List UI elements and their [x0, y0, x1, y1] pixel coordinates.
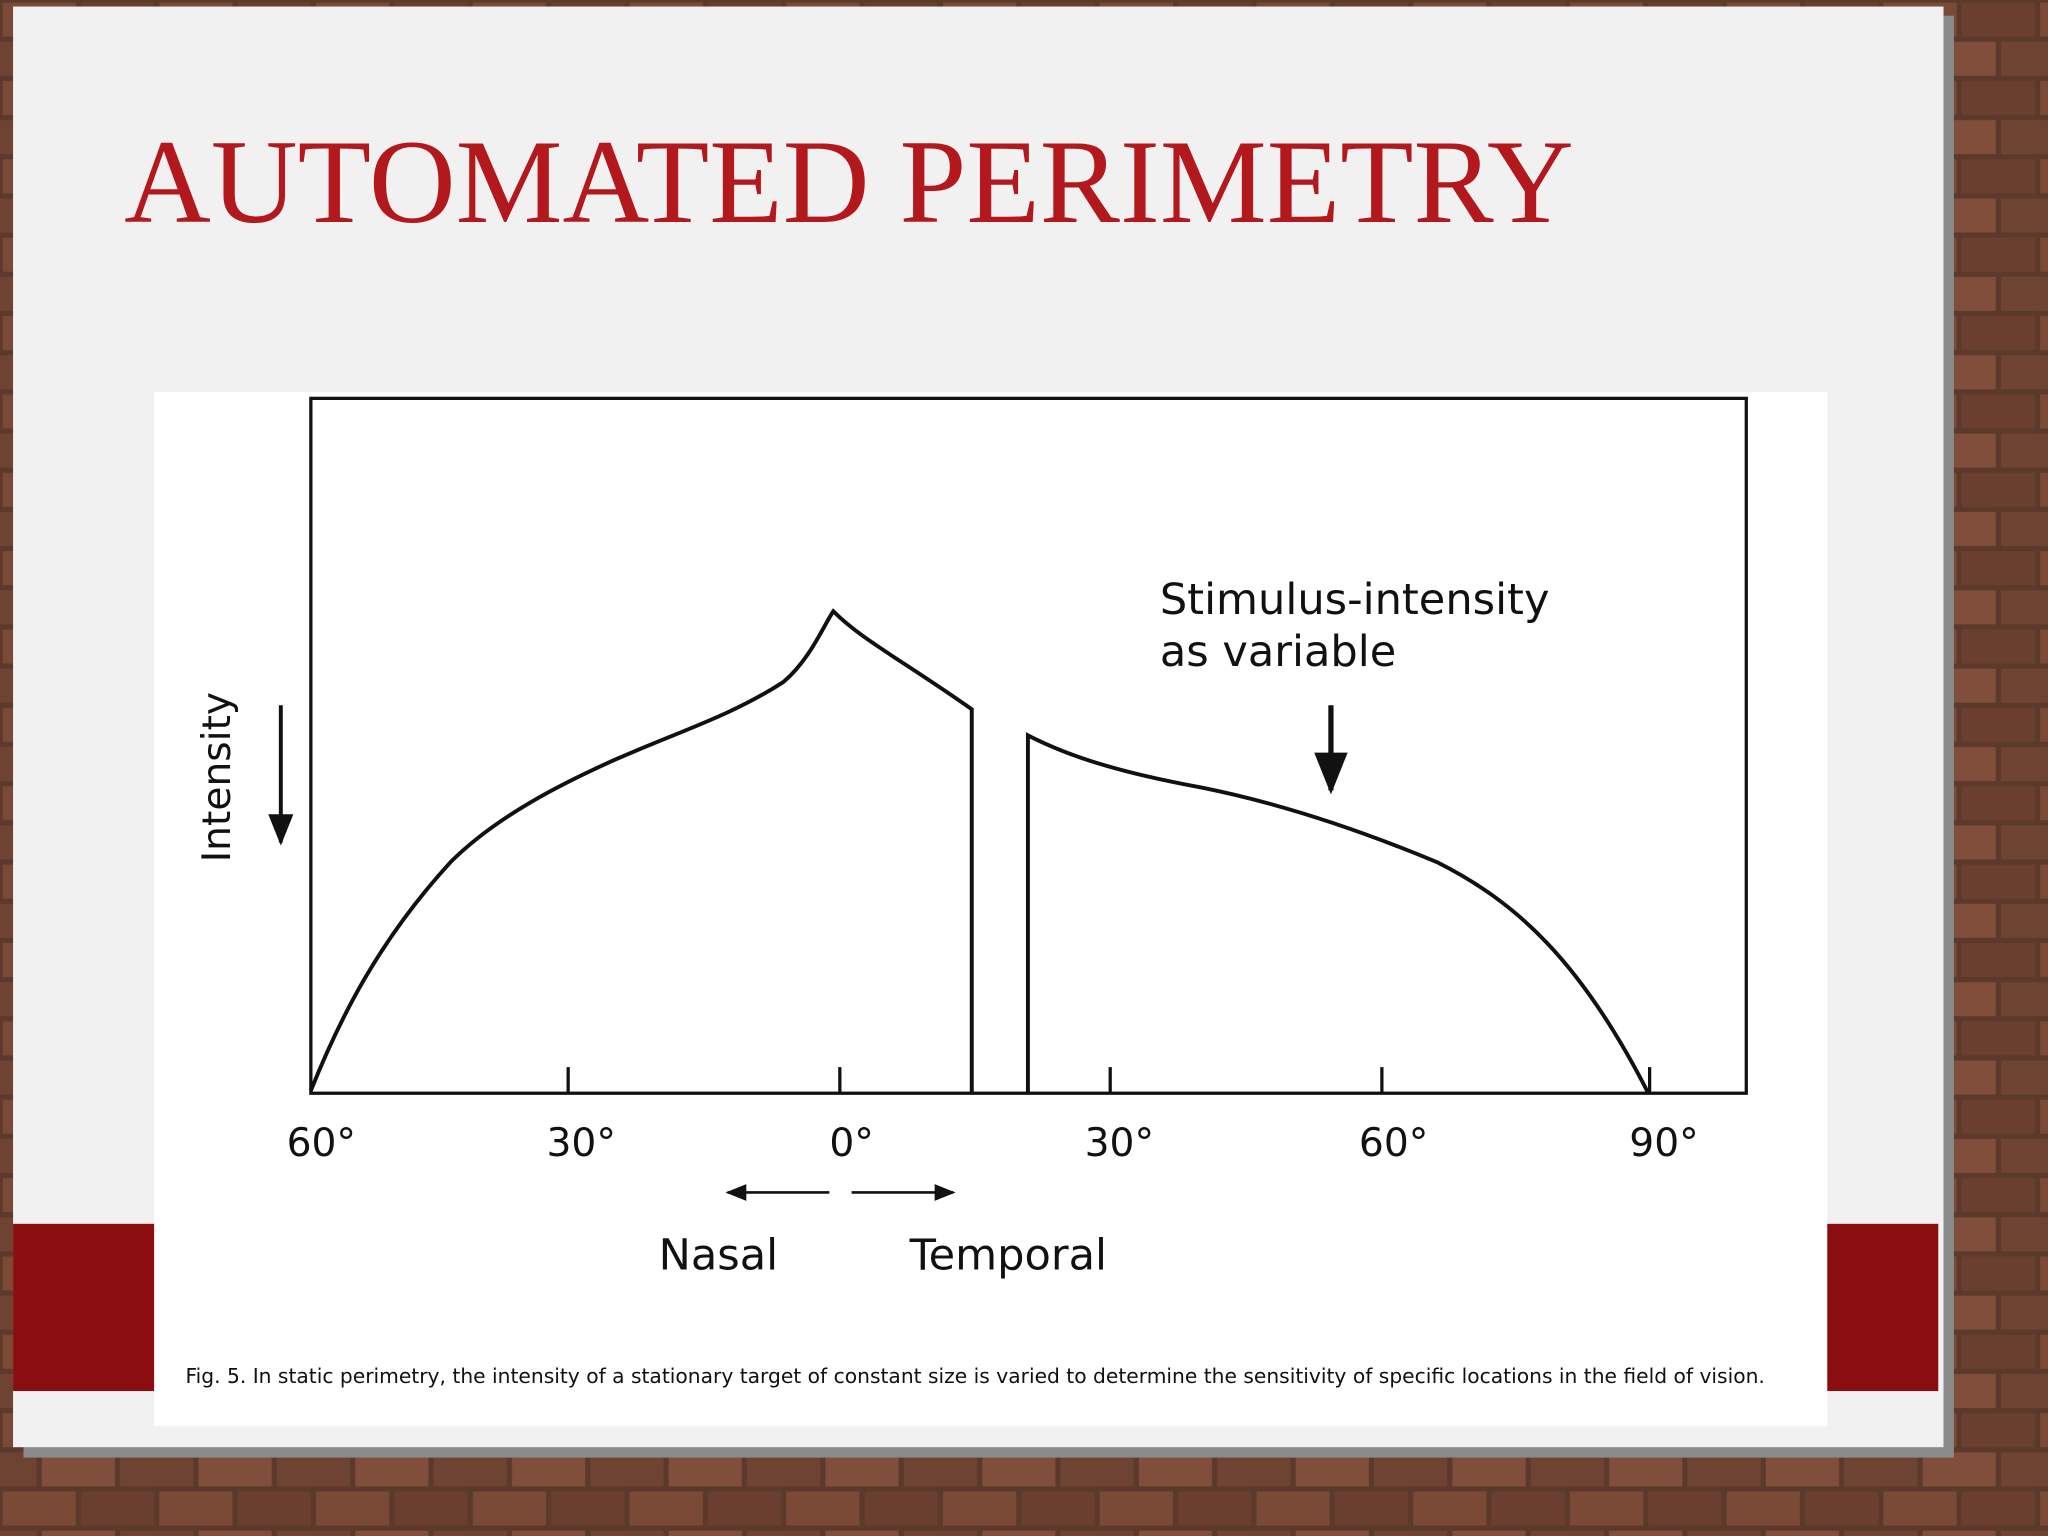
x-tick-label: 60° — [287, 1121, 356, 1166]
figure — [154, 391, 1828, 1427]
x-tick-labels: 60° 30° 0° 30° 60° 90° — [287, 1121, 1699, 1166]
direction-label: Nasal — [659, 1231, 778, 1281]
annotation-line: Stimulus-intensity — [1160, 575, 1550, 625]
nasal-curve — [309, 608, 974, 1094]
x-tick-label: 30° — [1085, 1121, 1154, 1166]
y-axis-label: Intensity — [195, 692, 240, 863]
figure-caption: Fig. 5. In static perimetry, the intensi… — [185, 1364, 1764, 1388]
annotation-line: as variable — [1160, 627, 1396, 677]
x-tick-label: 0° — [829, 1121, 874, 1166]
x-tick-label: 30° — [547, 1121, 616, 1166]
tick-marks — [566, 1067, 1652, 1094]
slide-title: AUTOMATED PERIMETRY — [124, 115, 1574, 248]
x-tick-label: 90° — [1629, 1121, 1698, 1166]
x-tick-label: 60° — [1359, 1121, 1428, 1166]
temporal-curve — [1025, 732, 1651, 1095]
direction-label: Temporal — [909, 1231, 1107, 1281]
